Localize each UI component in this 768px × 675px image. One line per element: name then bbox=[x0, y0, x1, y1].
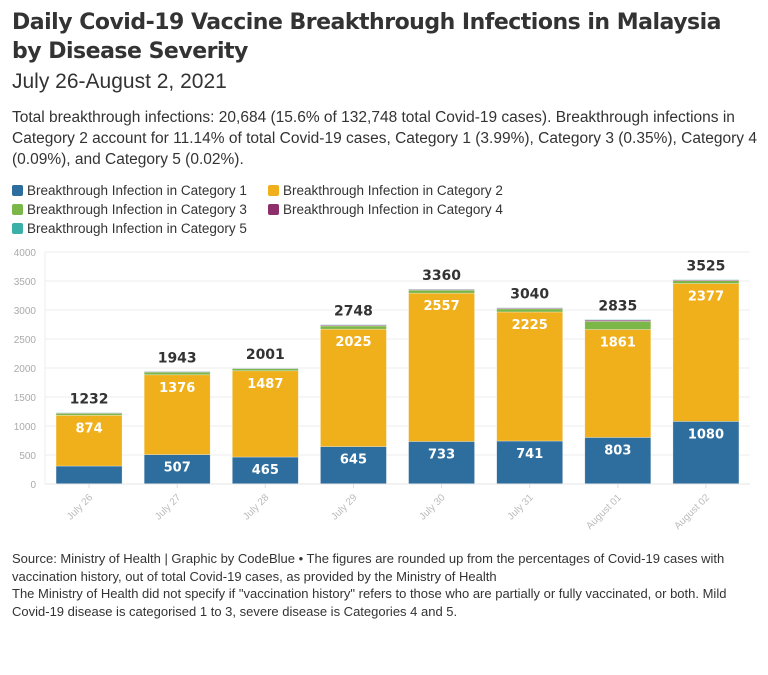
data-label: 645 bbox=[340, 453, 367, 468]
y-tick-label: 500 bbox=[19, 451, 36, 462]
footer: Source: Ministry of Health | Graphic by … bbox=[12, 550, 762, 620]
y-tick-label: 1500 bbox=[14, 393, 37, 404]
x-tick-label: August 01 bbox=[584, 492, 624, 532]
bar-segment bbox=[143, 371, 211, 376]
total-label: 3040 bbox=[510, 287, 549, 303]
source-note: Source: Ministry of Health | Graphic by … bbox=[12, 551, 725, 584]
x-tick-label: July 29 bbox=[329, 492, 359, 522]
total-label: 3360 bbox=[422, 268, 461, 284]
x-tick-label: July 30 bbox=[417, 492, 447, 522]
y-tick-label: 3000 bbox=[14, 306, 37, 317]
bar-segment bbox=[232, 368, 299, 372]
bar-segment bbox=[232, 370, 299, 458]
data-label: 2225 bbox=[512, 318, 548, 333]
bar-segment bbox=[408, 441, 475, 485]
legend-swatch bbox=[12, 204, 23, 215]
y-tick-label: 3500 bbox=[14, 277, 37, 288]
bar-segment bbox=[55, 465, 123, 485]
legend-label: Breakthrough Infection in Category 2 bbox=[283, 183, 503, 198]
data-label: 741 bbox=[516, 447, 543, 462]
y-tick-label: 4000 bbox=[14, 248, 37, 259]
legend-item[interactable]: Breakthrough Infection in Category 2 bbox=[268, 181, 524, 200]
legend-item[interactable]: Breakthrough Infection in Category 3 bbox=[12, 200, 268, 219]
data-label: 874 bbox=[75, 421, 102, 436]
total-label: 2748 bbox=[334, 304, 373, 320]
bar-segment bbox=[584, 321, 652, 330]
bar-segment bbox=[320, 446, 387, 485]
bar-segment bbox=[672, 280, 740, 284]
bar-chart: 0 500 1000 1500 2000 2500 3000 3500 4000 874 1232 J… bbox=[14, 248, 750, 532]
total-label: 1943 bbox=[158, 350, 197, 366]
x-tick-label: July 26 bbox=[65, 492, 95, 522]
legend-item[interactable]: Breakthrough Infection in Category 4 bbox=[268, 200, 524, 219]
legend-item[interactable]: Breakthrough Infection in Category 1 bbox=[12, 181, 268, 200]
bar-segment bbox=[320, 328, 387, 447]
data-label: 507 bbox=[164, 461, 191, 476]
data-label: 1861 bbox=[600, 335, 636, 350]
x-tick-label: July 28 bbox=[241, 492, 271, 522]
total-label: 3525 bbox=[686, 259, 725, 275]
bar-segment bbox=[496, 440, 563, 485]
data-label: 1376 bbox=[159, 381, 195, 396]
bar-segment bbox=[143, 374, 211, 455]
bar-segment bbox=[408, 289, 475, 294]
data-label: 803 bbox=[604, 443, 631, 458]
data-label: 733 bbox=[428, 447, 455, 462]
total-label: 1232 bbox=[70, 392, 109, 408]
legend-swatch bbox=[268, 204, 279, 215]
chart-description: Total breakthrough infections: 20,684 (1… bbox=[12, 109, 757, 168]
legend-item[interactable]: Breakthrough Infection in Category 5 bbox=[12, 219, 268, 238]
bar-segment bbox=[672, 421, 740, 485]
legend-label: Breakthrough Infection in Category 4 bbox=[283, 202, 503, 217]
data-label: 2025 bbox=[335, 335, 371, 350]
y-tick-label: 2500 bbox=[14, 335, 37, 346]
legend-swatch bbox=[12, 223, 23, 234]
bar-segment bbox=[143, 454, 211, 485]
legend: Breakthrough Infection in Category 1 Brea… bbox=[12, 181, 572, 238]
legend-label: Breakthrough Infection in Category 5 bbox=[27, 221, 247, 236]
bar-segment bbox=[584, 329, 652, 438]
x-tick-label: July 27 bbox=[153, 492, 183, 522]
bar-segment bbox=[232, 456, 299, 485]
data-label: 1080 bbox=[688, 427, 724, 442]
data-label: 2557 bbox=[423, 299, 459, 314]
y-tick-label: 0 bbox=[30, 480, 36, 491]
chart-title: Daily Covid-19 Vaccine Breakthrough Infe… bbox=[12, 10, 722, 64]
legend-label: Breakthrough Infection in Category 3 bbox=[27, 202, 247, 217]
bar-segment bbox=[584, 319, 652, 321]
bar-segment bbox=[496, 308, 563, 313]
bar-segment bbox=[55, 412, 123, 416]
bar-segment bbox=[408, 292, 475, 442]
bar-segment bbox=[496, 311, 563, 442]
data-label: 465 bbox=[252, 463, 279, 478]
method-note: The Ministry of Health did not specify i… bbox=[12, 586, 727, 619]
legend-swatch bbox=[12, 185, 23, 196]
y-tick-label: 2000 bbox=[14, 364, 37, 375]
bar-segment bbox=[584, 437, 652, 485]
bar-segment bbox=[320, 325, 387, 330]
total-label: 2001 bbox=[246, 347, 285, 363]
y-tick-label: 1000 bbox=[14, 422, 37, 433]
total-label: 2835 bbox=[598, 299, 637, 315]
chart-subtitle: July 26-August 2, 2021 bbox=[12, 70, 227, 93]
x-tick-label: July 31 bbox=[506, 492, 536, 522]
x-tick-label: August 02 bbox=[672, 492, 712, 532]
legend-swatch bbox=[268, 185, 279, 196]
data-label: 2377 bbox=[688, 289, 724, 304]
bar-segment bbox=[672, 283, 740, 422]
legend-label: Breakthrough Infection in Category 1 bbox=[27, 183, 247, 198]
data-label: 1487 bbox=[247, 377, 283, 392]
